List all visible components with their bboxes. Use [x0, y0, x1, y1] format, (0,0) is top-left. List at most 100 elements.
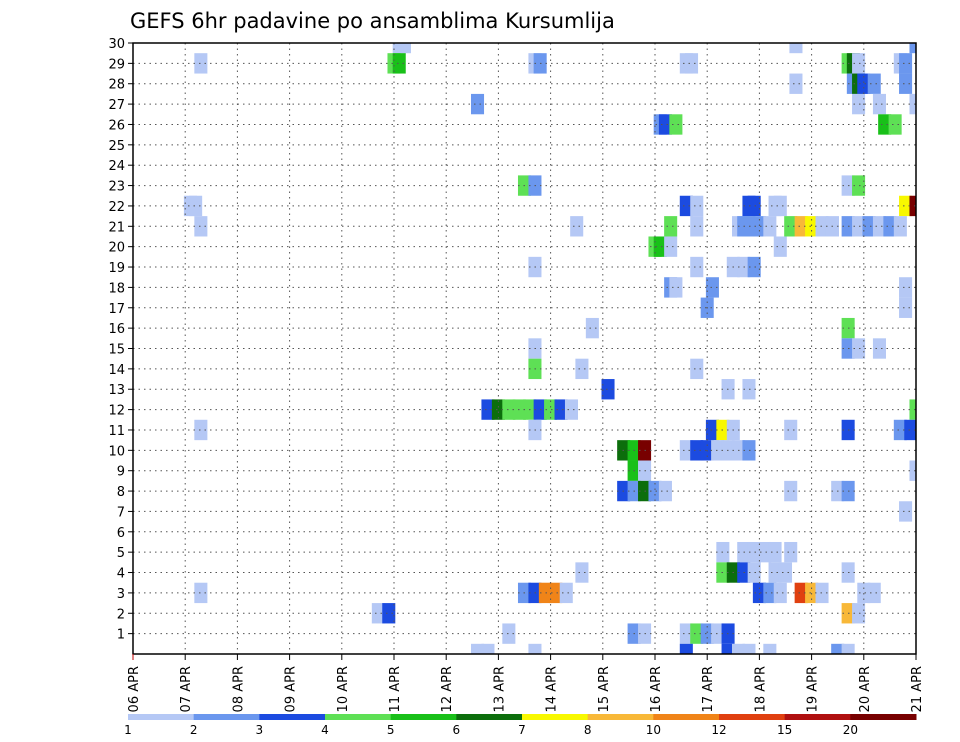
heatmap-cell — [194, 419, 208, 441]
heatmap-cell — [899, 501, 913, 522]
heatmap-cell — [872, 93, 886, 115]
y-tick-label: 19 — [108, 261, 125, 276]
legend-swatch — [193, 714, 260, 720]
heatmap-cell — [194, 216, 208, 237]
heatmap-cell — [768, 562, 782, 583]
legend-label: 15 — [777, 723, 792, 737]
legend-swatch — [587, 714, 654, 720]
heatmap-cell — [831, 643, 845, 654]
heatmap-cell — [904, 419, 916, 441]
heatmap-cell — [470, 643, 485, 654]
x-axis: 06 APR 07 APR 08 APR 09 APR 10 APR 11 APR 12 A… — [127, 654, 925, 712]
y-tick-label: 2 — [117, 607, 125, 622]
x-tick-label: 16 APR — [649, 666, 664, 712]
legend-label: 6 — [453, 723, 461, 737]
x-tick-label: 10 APR — [336, 666, 351, 712]
y-tick-label: 10 — [108, 444, 125, 459]
y-tick-label: 30 — [108, 37, 125, 52]
y-tick-label: 20 — [108, 241, 125, 256]
heatmap-cell — [852, 53, 866, 74]
chart-title: GEFS 6hr padavine po ansamblima Kursumli… — [130, 9, 615, 33]
legend-label: 7 — [518, 723, 526, 737]
heatmap-cell — [742, 379, 756, 400]
heatmap-cell — [570, 216, 584, 237]
heatmap-cell — [502, 399, 516, 420]
legend-label: 5 — [387, 723, 395, 737]
heatmap-cell — [700, 623, 714, 644]
legend-label: 3 — [256, 723, 264, 737]
grid-lines — [133, 43, 916, 654]
heatmap-cell — [815, 216, 829, 237]
heatmap-cell — [778, 562, 793, 583]
y-tick-label: 24 — [108, 159, 125, 174]
heatmap-cell — [679, 195, 693, 217]
x-tick-label: 09 APR — [284, 666, 299, 712]
heatmap-cell — [763, 643, 777, 654]
y-tick-label: 15 — [108, 343, 125, 358]
y-tick-label: 23 — [108, 180, 125, 195]
heatmap-cell — [784, 541, 798, 563]
heatmap-cell — [899, 277, 913, 298]
heatmap-cell — [664, 216, 678, 237]
legend-swatch — [325, 714, 392, 720]
legend-label: 4 — [321, 723, 329, 737]
heatmap-cell — [575, 358, 589, 380]
y-axis: 1234567891011121314151617181920212223242… — [108, 37, 133, 643]
y-tick-label: 17 — [108, 302, 125, 317]
heatmap-cell — [669, 277, 683, 298]
heatmap-cell — [685, 53, 699, 74]
legend-label: 12 — [711, 723, 726, 737]
y-tick-label: 12 — [108, 404, 125, 419]
heatmap-cell — [752, 582, 766, 604]
heatmap-cell — [872, 338, 886, 359]
heatmap-cell — [491, 399, 505, 420]
heatmap-cell — [690, 216, 704, 237]
heatmap-cell — [747, 256, 761, 278]
y-tick-label: 13 — [108, 383, 125, 398]
heatmap-cell — [481, 643, 495, 654]
x-tick-label: 15 APR — [597, 666, 612, 712]
y-tick-label: 16 — [108, 322, 125, 337]
x-tick-label: 19 APR — [806, 666, 821, 712]
heatmap-cell — [789, 73, 803, 94]
heatmap-cell — [585, 317, 599, 339]
heatmap-cell — [382, 603, 396, 624]
y-tick-label: 9 — [117, 465, 125, 480]
heatmap-cell — [690, 440, 704, 461]
legend-label: 20 — [843, 723, 858, 737]
legend-swatch — [784, 714, 851, 720]
heatmap-cell — [852, 93, 866, 115]
y-tick-label: 18 — [108, 281, 125, 296]
heatmap-cell — [841, 643, 855, 654]
heatmap-cell — [658, 480, 672, 502]
heatmap-cell — [784, 419, 798, 441]
heatmap-cell — [763, 582, 777, 604]
heatmap-cell — [189, 195, 203, 217]
heatmap-cell — [731, 643, 746, 654]
heatmap-cell — [538, 582, 552, 604]
heatmap-cell — [909, 399, 916, 420]
heatmap-cell — [194, 582, 208, 604]
heatmap-cell — [392, 53, 406, 74]
heatmap-cell — [711, 623, 725, 644]
x-tick-label: 06 APR — [127, 666, 142, 712]
heatmap-cell — [862, 216, 876, 237]
heatmap-cell — [194, 53, 208, 74]
y-tick-label: 22 — [108, 200, 125, 215]
legend-swatch — [522, 714, 589, 720]
heatmap-cell — [658, 114, 672, 135]
heatmap-cell — [747, 562, 761, 583]
heatmap-cell — [371, 603, 385, 624]
y-tick-label: 4 — [117, 567, 125, 582]
heatmap-cell — [679, 440, 693, 461]
heatmap-cell — [575, 562, 589, 583]
y-tick-label: 27 — [108, 98, 125, 113]
heatmap-cell — [852, 338, 866, 359]
heatmap-cell — [852, 603, 866, 624]
heatmap-cell — [899, 195, 913, 217]
heatmap-cell — [867, 582, 881, 604]
y-tick-label: 7 — [117, 505, 125, 520]
heatmap-cell — [690, 195, 704, 217]
heatmap-cell — [909, 195, 916, 217]
